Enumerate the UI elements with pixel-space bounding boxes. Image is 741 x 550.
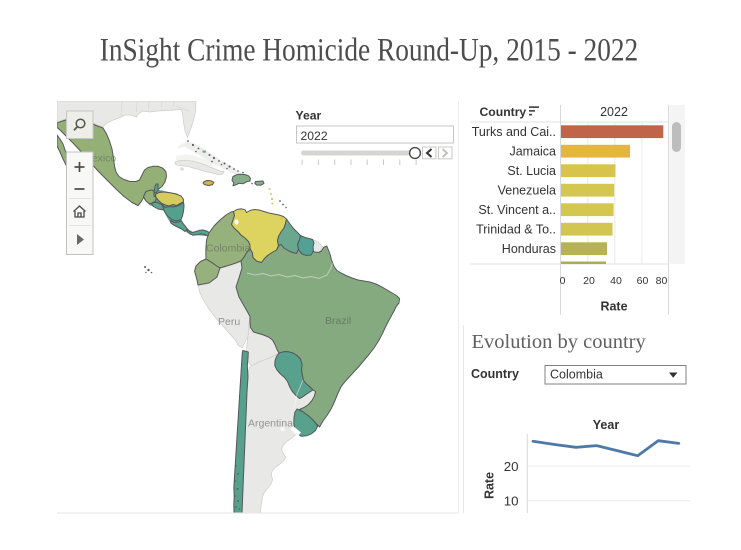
svg-text:Country: Country — [471, 367, 519, 381]
svg-text:Jamaica: Jamaica — [509, 145, 556, 159]
svg-text:Evolution by country: Evolution by country — [472, 331, 647, 353]
svg-text:InSight Crime Homicide Round-U: InSight Crime Homicide Round-Up, 2015 - … — [100, 32, 638, 68]
svg-text:Country: Country — [480, 105, 527, 119]
svg-text:Argentina: Argentina — [248, 418, 293, 430]
svg-text:Trinidad & To..: Trinidad & To.. — [476, 223, 556, 237]
svg-text:10: 10 — [504, 494, 519, 509]
svg-text:2022: 2022 — [301, 129, 328, 143]
svg-text:Year: Year — [593, 418, 620, 432]
svg-text:Colombia: Colombia — [206, 243, 251, 255]
svg-text:Rate: Rate — [483, 472, 497, 499]
svg-text:Peru: Peru — [218, 316, 240, 328]
svg-text:60: 60 — [637, 275, 649, 287]
svg-text:80: 80 — [656, 275, 668, 287]
svg-text:2022: 2022 — [600, 105, 628, 119]
svg-text:20: 20 — [504, 459, 519, 474]
svg-text:Turks and Cai..: Turks and Cai.. — [472, 125, 556, 139]
svg-text:20: 20 — [583, 275, 595, 287]
svg-text:Colombia: Colombia — [550, 368, 603, 382]
svg-text:St. Vincent a..: St. Vincent a.. — [478, 203, 556, 217]
svg-text:Rate: Rate — [600, 300, 627, 314]
svg-text:Year: Year — [296, 109, 322, 123]
svg-text:0: 0 — [560, 275, 566, 287]
svg-text:40: 40 — [610, 275, 622, 287]
svg-text:Honduras: Honduras — [502, 242, 556, 256]
svg-text:Brazil: Brazil — [325, 315, 351, 327]
svg-text:St. Lucia: St. Lucia — [507, 164, 556, 178]
svg-text:Venezuela: Venezuela — [498, 184, 556, 198]
